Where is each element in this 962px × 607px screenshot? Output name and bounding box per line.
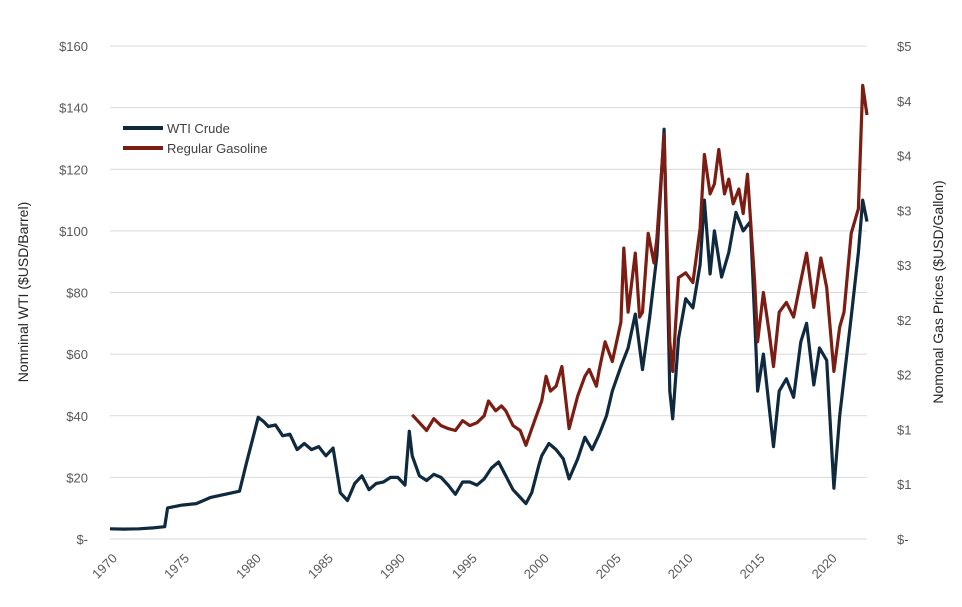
y2-tick-label: $1	[897, 422, 911, 437]
y-tick-label: $140	[59, 101, 88, 116]
y2-tick-label: $3	[897, 258, 911, 273]
x-tick-label: 1970	[89, 551, 120, 582]
y2-tick-label: $1	[897, 477, 911, 492]
y2-tick-label: $2	[897, 368, 911, 383]
y-tick-label: $60	[66, 347, 88, 362]
x-tick-label: 2005	[593, 551, 624, 582]
legend-label-wti: WTI Crude	[167, 121, 230, 136]
y-tick-label: $80	[66, 286, 88, 301]
y-axis-left-ticks: $- $20 $40 $60 $80 $100 $120 $140 $160	[59, 39, 88, 547]
x-tick-label: 2015	[737, 551, 768, 582]
y-tick-label: $-	[76, 532, 88, 547]
y-axis-left-title: Nomninal WTI ($USD/Barrel)	[15, 202, 31, 382]
legend-label-gasoline: Regular Gasoline	[167, 141, 267, 156]
x-tick-label: 2010	[665, 551, 696, 582]
y-axis-right-title: Nomonal Gas Prices ($USD/Gallon)	[930, 180, 946, 403]
series-line-wti-crude	[109, 127, 869, 531]
x-tick-label: 1980	[233, 551, 264, 582]
series-line-regular-gasoline	[411, 83, 869, 447]
series-lines	[109, 83, 869, 531]
y-axis-right-ticks: $- $1 $1 $2 $2 $3 $3 $4 $4 $5	[897, 39, 911, 547]
legend: WTI Crude Regular Gasoline	[123, 121, 267, 156]
x-tick-label: 1995	[449, 551, 480, 582]
y-tick-label: $160	[59, 39, 88, 54]
y-tick-label: $120	[59, 162, 88, 177]
y-tick-label: $40	[66, 409, 88, 424]
y2-tick-label: $-	[897, 532, 909, 547]
x-tick-label: 1975	[161, 551, 192, 582]
y2-tick-label: $5	[897, 39, 911, 54]
x-tick-label: 2000	[521, 551, 552, 582]
x-axis-ticks: 1970 1975 1980 1985 1990 1995 2000 2005 2010 2015…	[89, 551, 840, 582]
y2-tick-label: $2	[897, 313, 911, 328]
x-tick-label: 2020	[809, 551, 840, 582]
y-tick-label: $20	[66, 470, 88, 485]
gridlines	[110, 45, 867, 540]
x-tick-label: 1985	[305, 551, 336, 582]
y-tick-label: $100	[59, 224, 88, 239]
y2-tick-label: $3	[897, 203, 911, 218]
y2-tick-label: $4	[897, 149, 911, 164]
x-tick-label: 1990	[377, 551, 408, 582]
y2-tick-label: $4	[897, 94, 911, 109]
